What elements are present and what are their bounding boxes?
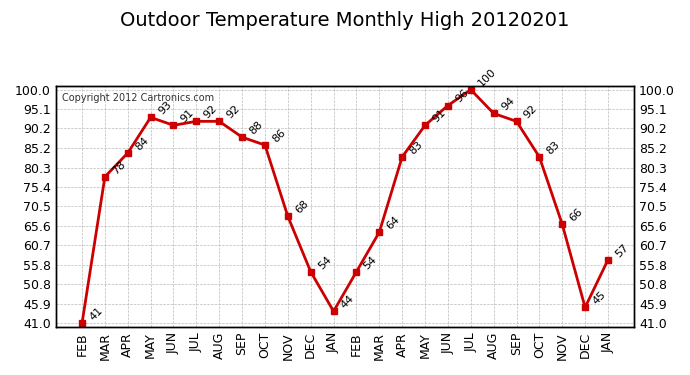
Text: 84: 84 bbox=[133, 135, 150, 152]
Text: 94: 94 bbox=[499, 96, 516, 112]
Text: 45: 45 bbox=[591, 290, 608, 307]
Text: 54: 54 bbox=[316, 254, 333, 271]
Text: 91: 91 bbox=[431, 108, 448, 124]
Text: 57: 57 bbox=[613, 242, 631, 259]
Text: 41: 41 bbox=[88, 305, 105, 322]
Text: Outdoor Temperature Monthly High 20120201: Outdoor Temperature Monthly High 2012020… bbox=[120, 11, 570, 30]
Text: 92: 92 bbox=[522, 104, 539, 120]
Text: 92: 92 bbox=[225, 104, 242, 120]
Text: 83: 83 bbox=[408, 139, 425, 156]
Text: 68: 68 bbox=[293, 198, 310, 216]
Text: 100: 100 bbox=[476, 67, 498, 89]
Text: 93: 93 bbox=[156, 99, 173, 117]
Text: 66: 66 bbox=[568, 207, 584, 224]
Text: 78: 78 bbox=[110, 159, 128, 176]
Text: 96: 96 bbox=[453, 88, 471, 105]
Text: 86: 86 bbox=[270, 127, 288, 144]
Text: 88: 88 bbox=[248, 119, 265, 136]
Text: 54: 54 bbox=[362, 254, 379, 271]
Text: 64: 64 bbox=[385, 214, 402, 231]
Text: 91: 91 bbox=[179, 108, 196, 124]
Text: 44: 44 bbox=[339, 293, 356, 310]
Text: Copyright 2012 Cartronics.com: Copyright 2012 Cartronics.com bbox=[61, 93, 214, 103]
Text: 83: 83 bbox=[545, 139, 562, 156]
Text: 92: 92 bbox=[202, 104, 219, 120]
